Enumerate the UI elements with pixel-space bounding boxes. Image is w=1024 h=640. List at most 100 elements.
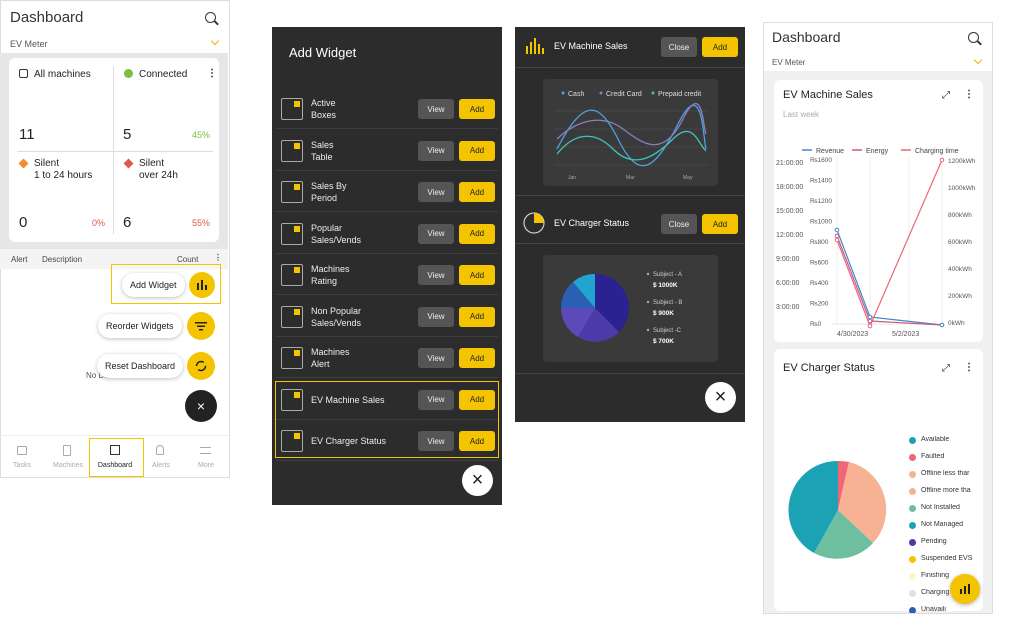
- axis-tick: ₨1000: [810, 219, 832, 226]
- legend-swatch: [909, 607, 916, 613]
- nav-machines[interactable]: Machines: [53, 462, 83, 469]
- close-fab-button[interactable]: ×: [185, 390, 217, 422]
- axis-tick: 9:00:00: [776, 256, 799, 263]
- selected-highlight: [275, 381, 499, 458]
- view-button[interactable]: View: [418, 99, 454, 119]
- tasks-icon: [17, 446, 27, 455]
- search-icon[interactable]: [205, 12, 216, 23]
- widget-row: Machines Rating View Add: [276, 255, 498, 295]
- meter-select[interactable]: EV Meter: [772, 58, 806, 67]
- add-button[interactable]: Add: [702, 214, 738, 234]
- legend-item: Finishing: [921, 572, 950, 579]
- pie-icon: [523, 212, 545, 234]
- view-button[interactable]: View: [418, 348, 454, 368]
- nav-more[interactable]: More: [198, 462, 214, 469]
- subject-name: Subject -C: [653, 328, 682, 334]
- close-button[interactable]: ×: [705, 382, 736, 413]
- add-button[interactable]: Add: [459, 389, 495, 410]
- add-button[interactable]: Add: [702, 37, 738, 57]
- widget-fab-button[interactable]: [950, 574, 980, 604]
- axis-tick: 18:00:00: [776, 184, 803, 191]
- widget-row-label: Machines Alert: [311, 347, 350, 369]
- legend-item: Offline less thar: [921, 470, 970, 477]
- legend-swatch: [909, 590, 916, 597]
- nav-dashboard[interactable]: Dashboard: [97, 462, 133, 469]
- reset-dashboard-button[interactable]: [187, 352, 215, 380]
- add-button[interactable]: Add: [459, 99, 495, 119]
- view-button[interactable]: View: [418, 140, 454, 161]
- view-button[interactable]: View: [418, 182, 454, 202]
- chevron-down-icon[interactable]: [210, 36, 220, 46]
- axis-tick: ₨0: [810, 321, 822, 328]
- close-button[interactable]: Close: [661, 214, 697, 234]
- add-button[interactable]: Add: [459, 348, 495, 368]
- axis-tick: 400kWh: [948, 266, 972, 273]
- legend-swatch: [909, 437, 916, 444]
- expand-icon[interactable]: ⤢: [942, 363, 950, 374]
- widget-row-label: EV Machine Sales: [311, 394, 385, 405]
- more-icon[interactable]: ⋮: [207, 68, 217, 79]
- add-button[interactable]: Add: [459, 140, 495, 161]
- widget-type-icon: [281, 388, 303, 411]
- nav-tasks[interactable]: Tasks: [13, 462, 31, 469]
- meter-select[interactable]: EV Meter: [10, 39, 48, 49]
- add-button[interactable]: Add: [459, 265, 495, 285]
- col-count: Count: [177, 255, 199, 264]
- more-icon[interactable]: ⋮: [964, 362, 974, 373]
- close-button[interactable]: ×: [462, 465, 493, 496]
- add-widget-button[interactable]: [189, 272, 215, 298]
- axis-tick: 800kWh: [948, 212, 972, 219]
- reset-dashboard-label[interactable]: Reset Dashboard: [97, 354, 184, 378]
- view-button[interactable]: View: [418, 306, 454, 327]
- axis-tick: ₨1200: [810, 198, 832, 205]
- view-button[interactable]: View: [418, 431, 454, 451]
- widget-type-icon: [281, 139, 303, 162]
- data-point: [834, 233, 840, 239]
- header: Dashboard EV Meter: [1, 1, 229, 53]
- reorder-widgets-label[interactable]: Reorder Widgets: [98, 314, 182, 338]
- legend-swatch: [909, 505, 916, 512]
- dashboard-icon: [110, 445, 120, 455]
- legend-item: Revenue: [816, 148, 844, 155]
- axis-tick: 600kWh: [948, 239, 972, 246]
- highlight-frame: [111, 264, 221, 304]
- axis-tick: 200kWh: [948, 293, 972, 300]
- legend-swatch: [909, 471, 916, 478]
- more-icon[interactable]: ⋮: [214, 253, 222, 262]
- expand-icon[interactable]: ⤢: [942, 90, 950, 101]
- more-icon[interactable]: ⋮: [964, 89, 974, 100]
- subject-value: $ 700K: [653, 338, 674, 345]
- ev-charger-status-widget: EV Charger Status ⤢ ⋮ Available Faulted Of…: [774, 349, 983, 613]
- legend-item: Pending: [921, 538, 947, 545]
- reorder-widgets-button[interactable]: [187, 312, 215, 340]
- legend-swatch: [909, 454, 916, 461]
- widget-row: Sales Table View Add: [276, 131, 498, 171]
- subject-name: Subject - B: [653, 300, 682, 306]
- close-button[interactable]: Close: [661, 37, 697, 57]
- legend-swatch: [909, 539, 916, 546]
- add-button[interactable]: Add: [459, 182, 495, 202]
- search-icon[interactable]: [968, 32, 979, 43]
- status-preview-chart: Subject - A $ 1000K Subject - B $ 900K S…: [543, 255, 718, 362]
- add-button[interactable]: Add: [459, 306, 495, 327]
- chart-icon: [960, 584, 970, 594]
- view-button[interactable]: View: [418, 223, 454, 244]
- axis-tick: ₨1600: [810, 157, 832, 164]
- data-point: [939, 322, 945, 328]
- legend-swatch: [909, 522, 916, 529]
- add-widget-label[interactable]: Add Widget: [122, 273, 185, 297]
- axis-tick: 6:00:00: [776, 280, 799, 287]
- legend-item: Suspended EVS: [921, 555, 973, 562]
- add-button[interactable]: Add: [459, 223, 495, 244]
- stat-pct: 0%: [92, 218, 106, 228]
- widget-type-icon: [281, 98, 303, 120]
- widget-row: Active Boxes View Add: [276, 89, 498, 129]
- view-button[interactable]: View: [418, 389, 454, 410]
- widget-row-label: Non Popular Sales/Vends: [311, 305, 362, 328]
- subject-value: $ 1000K: [653, 282, 678, 289]
- nav-alerts[interactable]: Alerts: [152, 462, 170, 469]
- add-button[interactable]: Add: [459, 431, 495, 451]
- stats-area: All machines Connected ⋮ 11 5 45% Silent…: [0, 53, 228, 249]
- view-button[interactable]: View: [418, 265, 454, 285]
- add-widget-screen: Add Widget Active Boxes View Add Sales Tabl…: [272, 27, 502, 505]
